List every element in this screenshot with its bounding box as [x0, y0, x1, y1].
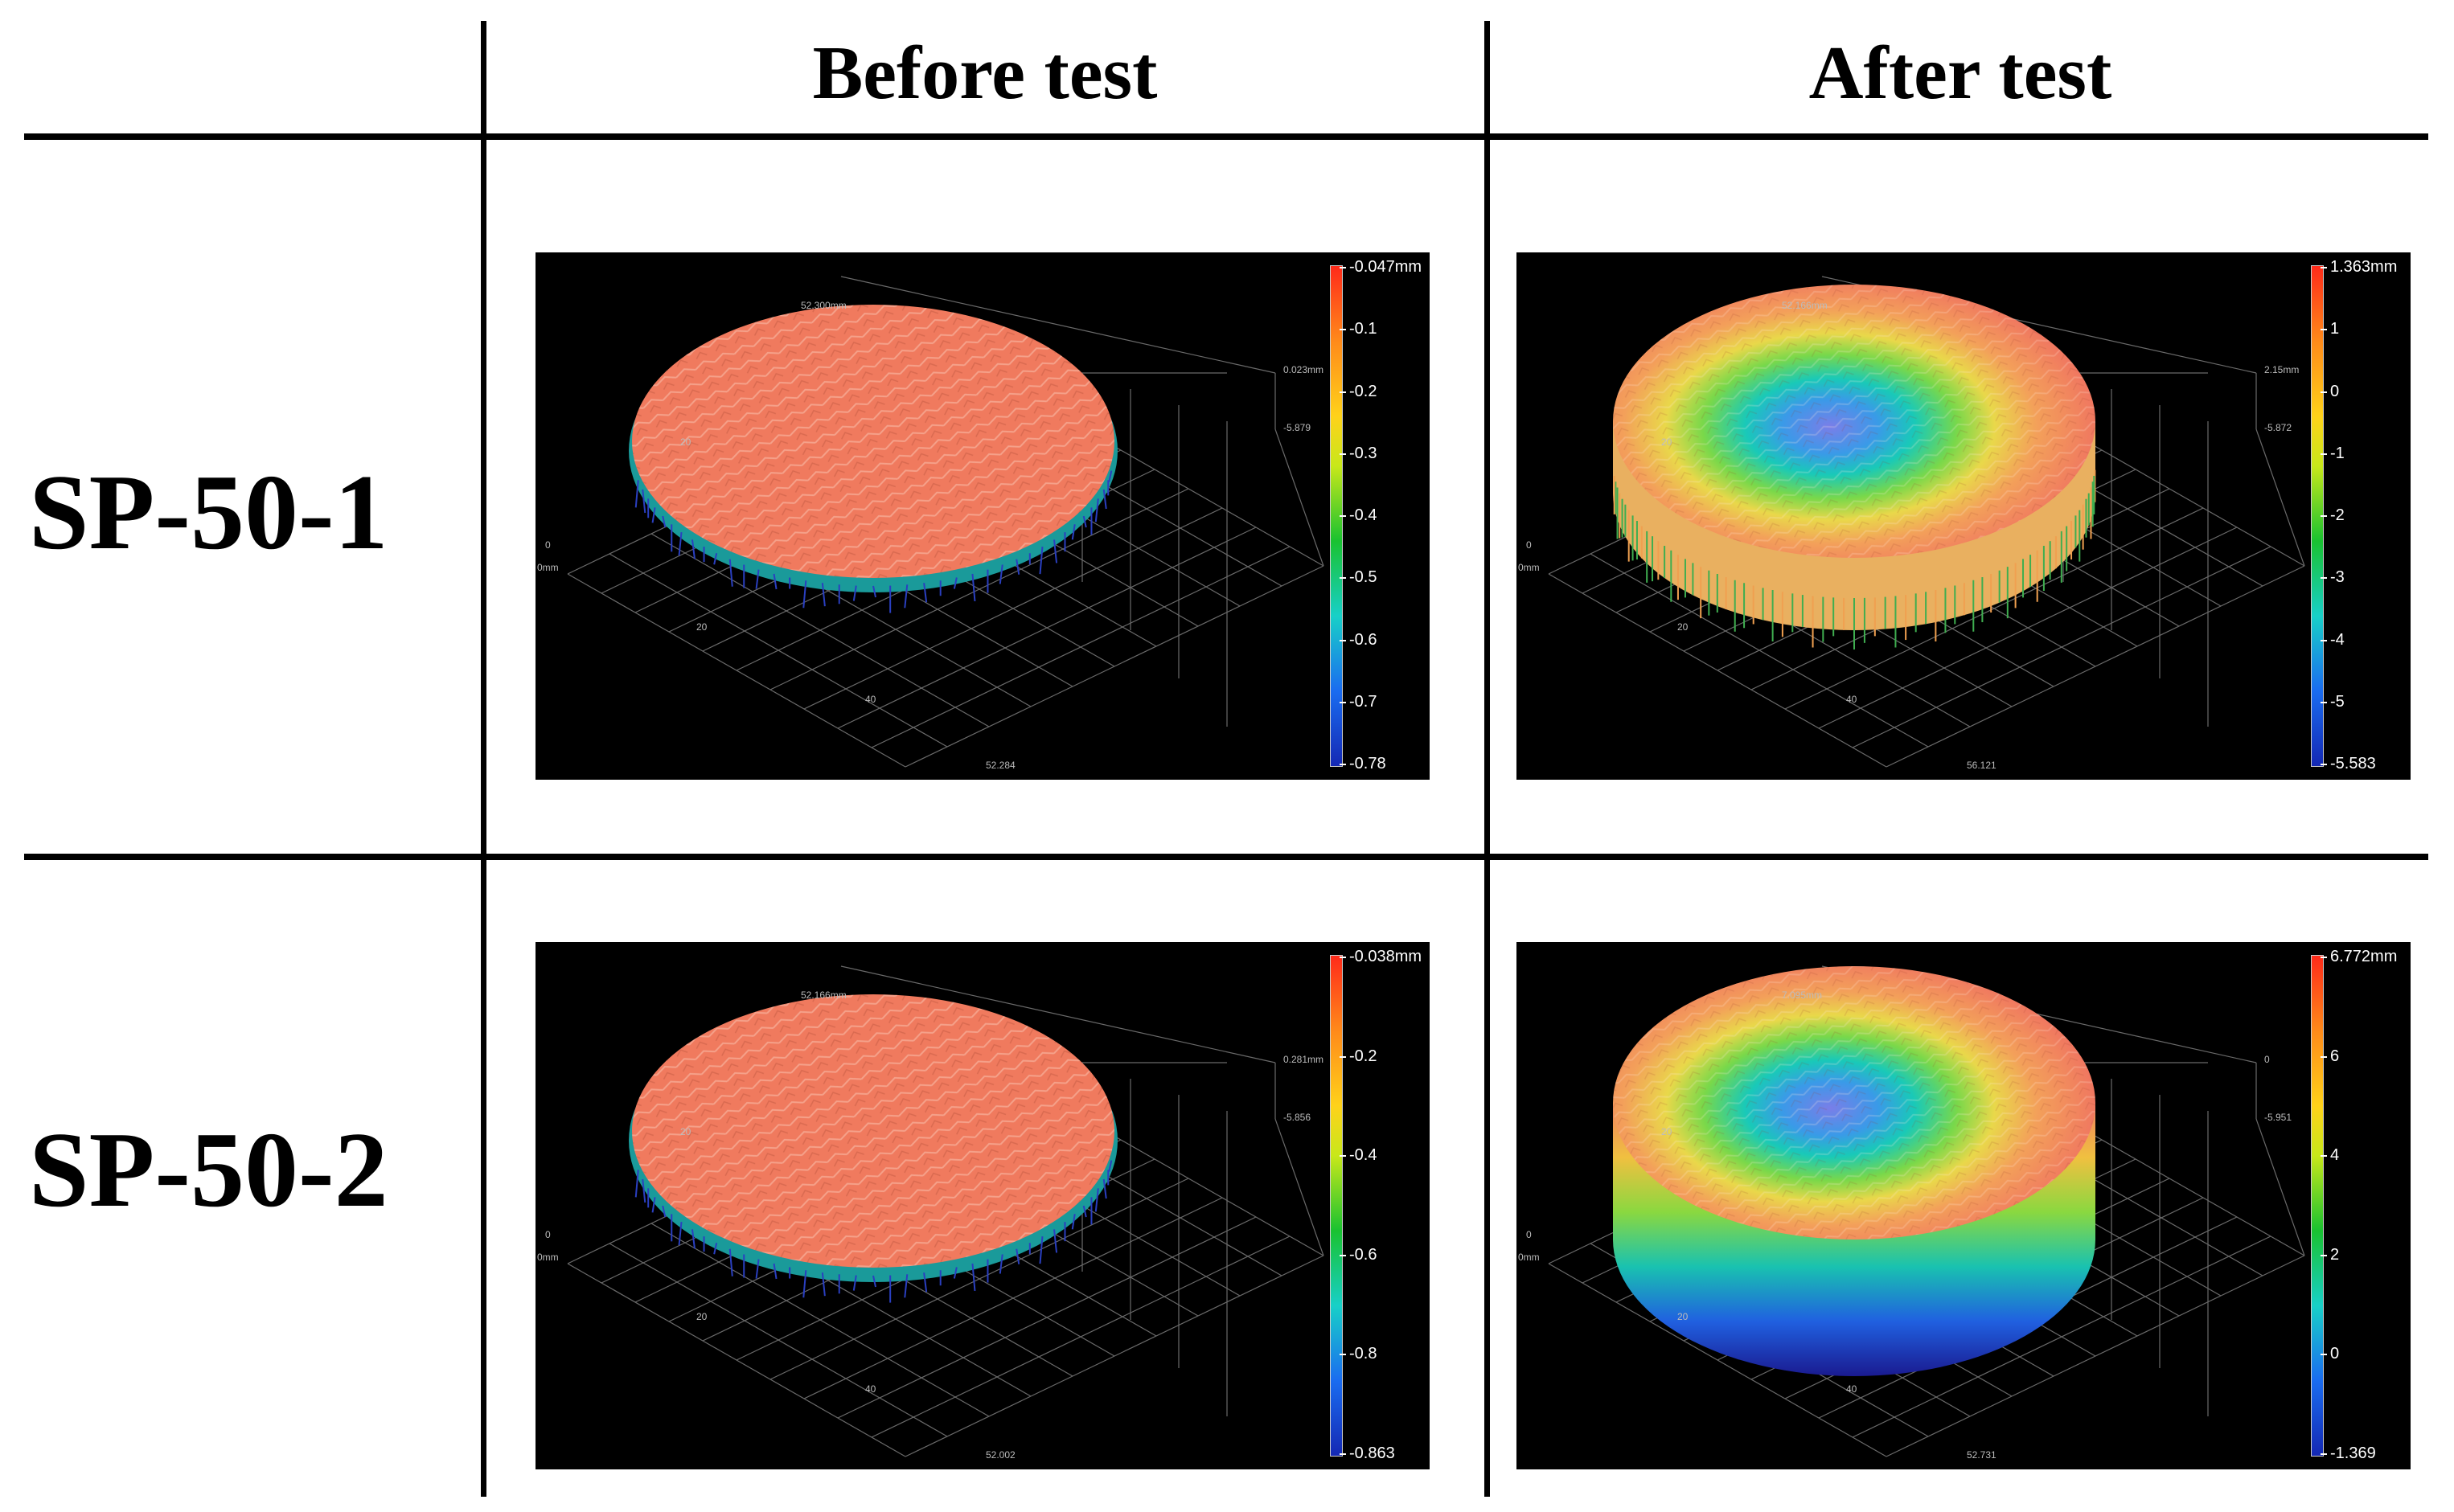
axis-label: -5.856 — [1283, 1112, 1311, 1123]
axis-label: 40 — [865, 694, 876, 705]
axis-label: 2.15mm — [2264, 364, 2299, 375]
axis-label: 0 — [545, 1229, 551, 1240]
colorbar-tick-label: 6.772mm — [2320, 948, 2398, 965]
axis-label: 56.121 — [1967, 760, 1996, 771]
axis-label: 52.166mm — [801, 990, 847, 1001]
axis-label: 20 — [1677, 621, 1689, 633]
colorbar-tick-label: -0.8 — [1339, 1345, 1377, 1363]
axis-label: 0.281mm — [1283, 1054, 1323, 1065]
axis-label: 7.095mm — [1782, 990, 1822, 1001]
colorbar-tick-label: -0.2 — [1339, 1047, 1377, 1065]
axis-label: 0 — [1526, 1229, 1532, 1240]
axis-label: 0.023mm — [1283, 364, 1323, 375]
colorbar — [1330, 955, 1343, 1457]
colorbar-tick-label: -0.6 — [1339, 630, 1377, 649]
colorbar-tick-label: -0.2 — [1339, 382, 1377, 400]
colorbar-tick-label: -0.5 — [1339, 568, 1377, 587]
axis-label: 52.002 — [986, 1449, 1016, 1461]
axis-label: 20 — [680, 436, 691, 448]
colorbar-tick-label: -0.038mm — [1339, 948, 1422, 965]
scan-sp-50-1-after: 52.166mm 2.15mm -5.872 20 0 0mm 20 40 56.121 1.36… — [1516, 252, 2411, 780]
colorbar-tick-label: -0.78 — [1340, 755, 1386, 772]
colorbar — [2311, 955, 2324, 1457]
colorbar-tick-label: 6 — [2320, 1047, 2340, 1065]
colorbar-tick-label: -0.4 — [1339, 1146, 1377, 1165]
axis-label: 20 — [1677, 1311, 1689, 1322]
axis-label: 0 — [1526, 539, 1532, 551]
axis-label: 20 — [696, 1311, 708, 1322]
colorbar-tick-label: -0.6 — [1339, 1245, 1377, 1264]
colorbar-tick-label: -0.7 — [1339, 692, 1377, 711]
column-header-after: After test — [1808, 31, 2112, 115]
colorbar-tick-label: -0.4 — [1339, 506, 1377, 524]
axis-label: 40 — [1846, 1383, 1857, 1395]
colorbar-tick-label: 1 — [2320, 320, 2340, 338]
row-divider — [24, 854, 2428, 860]
axis-label: 0 — [545, 539, 551, 551]
axis-label: -5.879 — [1283, 422, 1311, 433]
scan-sp-50-2-after: 7.095mm 0 -5.951 20 0 0mm 20 40 52.731 6.772mm 6 4 2… — [1516, 942, 2411, 1469]
axis-label: 52.300mm — [801, 300, 847, 311]
axis-label: 40 — [1846, 694, 1857, 705]
colorbar-tick-label: -5 — [2321, 692, 2345, 711]
axis-label: 0mm — [1518, 562, 1540, 573]
axis-label: -5.872 — [2264, 422, 2292, 433]
colorbar-tick-label: 0 — [2320, 382, 2340, 400]
axis-label: 20 — [680, 1126, 691, 1137]
colorbar-tick-label: 2 — [2320, 1245, 2340, 1264]
axis-label: 52.284 — [986, 760, 1016, 771]
colorbar-tick-label: -0.863 — [1340, 1444, 1395, 1462]
colorbar-tick-label: -0.1 — [1339, 320, 1377, 338]
column-divider-right — [1484, 21, 1490, 1497]
colorbar-tick-label: -0.3 — [1339, 444, 1377, 462]
header-divider — [24, 133, 2428, 140]
axis-label: 0mm — [537, 562, 559, 573]
column-divider-left — [481, 21, 486, 1497]
colorbar-tick-label: -5.583 — [2321, 755, 2376, 772]
axis-label: 0mm — [537, 1252, 559, 1263]
axis-label: 0 — [2264, 1054, 2270, 1065]
axis-label: 40 — [865, 1383, 876, 1395]
axis-label: 20 — [1661, 1126, 1672, 1137]
axis-label: 20 — [1661, 436, 1672, 448]
axis-label: 52.166mm — [1782, 300, 1828, 311]
scan-sp-50-1-before: 52.300mm 0.023mm -5.879 20 0 0mm 20 40 52.284 -0.… — [536, 252, 1430, 780]
colorbar-tick-label: -2 — [2321, 506, 2345, 524]
row-label-sp-50-2: SP-50-2 — [29, 1110, 388, 1229]
colorbar-tick-label: -4 — [2321, 630, 2345, 649]
colorbar-tick-label: 0 — [2320, 1345, 2340, 1363]
axis-label: 20 — [696, 621, 708, 633]
axis-label: 52.731 — [1967, 1449, 1996, 1461]
colorbar-tick-label: -3 — [2321, 568, 2345, 587]
scan-sp-50-2-before: 52.166mm 0.281mm -5.856 20 0 0mm 20 40 52.002 -0.… — [536, 942, 1430, 1469]
colorbar-tick-label: -1.369 — [2321, 1444, 2376, 1462]
colorbar-tick-label: -0.047mm — [1339, 258, 1422, 276]
axis-label: -5.951 — [2264, 1112, 2292, 1123]
colorbar-tick-label: 1.363mm — [2320, 258, 2398, 276]
colorbar-tick-label: 4 — [2320, 1146, 2340, 1165]
row-label-sp-50-1: SP-50-1 — [29, 453, 388, 572]
axis-label: 0mm — [1518, 1252, 1540, 1263]
colorbar-tick-label: -1 — [2321, 444, 2345, 462]
column-header-before: Before test — [812, 31, 1158, 115]
